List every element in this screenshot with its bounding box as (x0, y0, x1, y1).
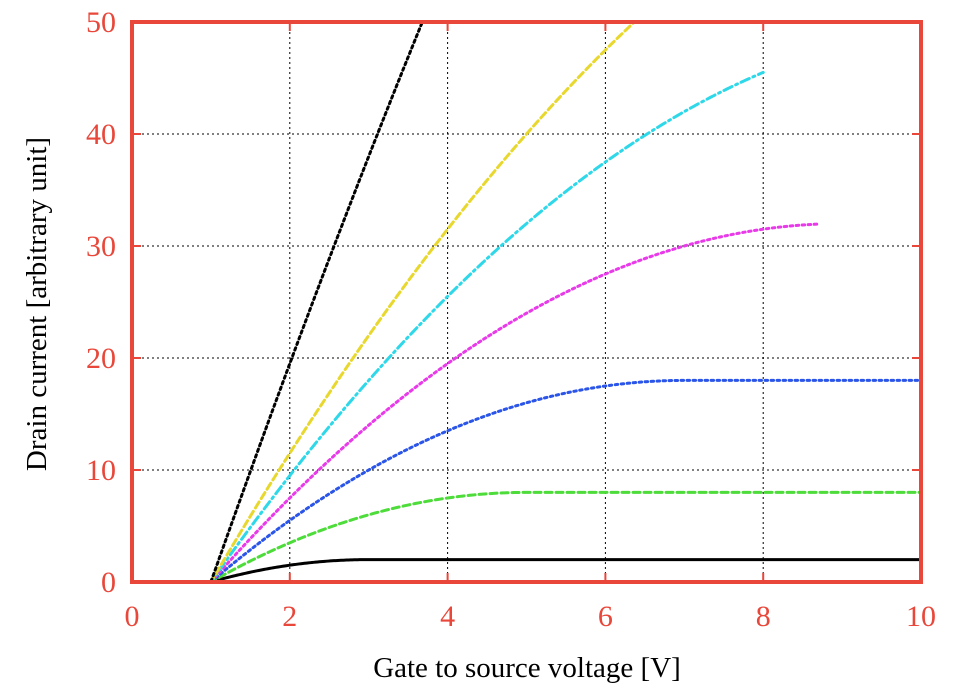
grid-lines (132, 22, 921, 582)
y-tick-label-2: 20 (86, 342, 116, 375)
series-line-1 (185, 490, 921, 582)
x-axis-label: Gate to source voltage [V] (373, 652, 681, 684)
y-axis-label: Drain current [arbitrary unit] (21, 137, 53, 471)
series-line-6 (185, 22, 424, 582)
y-tick-label-4: 40 (86, 118, 116, 151)
series-layer (185, 22, 921, 582)
plot-frame (130, 20, 923, 584)
series-line-0 (185, 558, 921, 582)
x-tick-label-2: 4 (440, 600, 455, 633)
series-line-2 (185, 378, 921, 582)
series-line-3 (185, 222, 820, 582)
x-tick-label-5: 10 (906, 600, 936, 633)
series-line-4 (185, 70, 765, 582)
x-tick-label-4: 8 (756, 600, 771, 633)
x-tick-label-0: 0 (125, 600, 140, 633)
x-tick-label-3: 6 (598, 600, 613, 633)
x-tick-label-1: 2 (282, 600, 297, 633)
y-tick-label-1: 10 (86, 454, 116, 487)
y-tick-label-5: 50 (86, 6, 116, 39)
y-tick-label-0: 0 (101, 566, 116, 599)
x-axis-ticks: 0 2 4 6 8 10 (125, 22, 936, 633)
series-line-5 (185, 22, 637, 582)
y-axis-ticks: 0 10 20 30 40 50 (86, 6, 921, 599)
y-tick-label-3: 30 (86, 230, 116, 263)
